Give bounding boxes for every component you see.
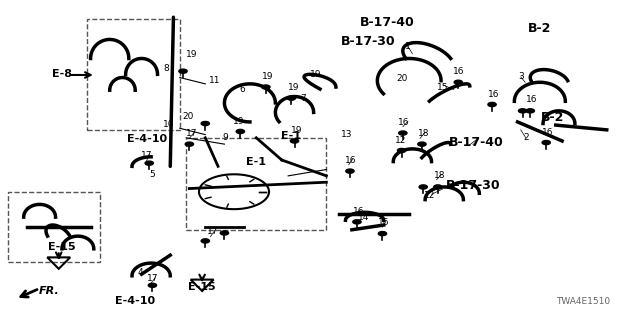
Circle shape [185,142,193,146]
Circle shape [454,80,463,84]
Text: 16: 16 [488,90,499,99]
Text: 16: 16 [398,118,410,127]
Circle shape [419,185,428,189]
Text: E-1: E-1 [246,156,266,167]
Text: 12: 12 [396,136,406,145]
Text: 11: 11 [209,76,221,85]
Text: 18: 18 [434,171,445,180]
Circle shape [346,169,354,173]
Text: 14: 14 [358,212,369,222]
Text: 9: 9 [223,133,228,142]
Text: 17: 17 [147,275,159,284]
Text: 8: 8 [163,64,169,73]
Text: E-1: E-1 [282,131,301,141]
Circle shape [542,140,550,145]
Circle shape [287,96,296,100]
Text: B-2: B-2 [541,111,564,124]
Circle shape [179,69,187,73]
Bar [8,192,100,261]
Text: 19: 19 [310,70,321,79]
Text: E-4-10: E-4-10 [115,296,156,306]
Text: 19: 19 [186,50,197,59]
Circle shape [434,185,442,189]
Text: 19: 19 [262,72,273,81]
Text: B-2: B-2 [528,22,552,35]
Circle shape [220,231,228,235]
Circle shape [236,129,244,133]
Circle shape [148,283,157,287]
Text: 2: 2 [523,133,529,142]
Circle shape [145,161,154,165]
Text: 5: 5 [150,170,156,179]
Text: 20: 20 [182,112,194,121]
Text: 16: 16 [345,156,356,165]
Text: 16: 16 [453,67,465,76]
Text: 17: 17 [207,227,219,236]
Text: 18: 18 [418,130,429,139]
Circle shape [201,122,209,125]
Text: 7: 7 [300,94,306,103]
Text: 16: 16 [526,95,538,104]
Circle shape [488,102,496,107]
Text: 19: 19 [287,83,299,92]
Text: 12: 12 [424,191,435,200]
Text: 16: 16 [541,128,553,137]
Circle shape [526,109,534,113]
Text: TWA4E1510: TWA4E1510 [556,297,610,306]
Circle shape [518,109,527,113]
Text: B-17-40: B-17-40 [360,15,414,28]
Circle shape [201,239,209,243]
Text: 3: 3 [518,72,524,81]
Text: 15: 15 [436,83,448,92]
Text: E-15: E-15 [188,282,216,292]
Circle shape [353,220,361,224]
Circle shape [262,85,270,89]
Text: E-8: E-8 [52,69,72,79]
Text: FR.: FR. [38,286,59,296]
Text: 10: 10 [163,120,175,129]
Text: 16: 16 [353,207,364,216]
Text: 17: 17 [186,130,197,139]
Circle shape [399,131,407,135]
Text: 16: 16 [378,218,390,227]
Text: 6: 6 [239,85,245,94]
Text: E-15: E-15 [48,242,76,252]
Circle shape [418,142,426,146]
Text: B-17-40: B-17-40 [449,136,504,149]
Text: 17: 17 [141,151,152,160]
Bar [88,19,180,130]
Bar [186,138,326,230]
Text: B-17-30: B-17-30 [445,179,500,192]
Text: 19: 19 [234,117,245,126]
Text: 19: 19 [291,126,302,135]
Text: 4: 4 [138,268,143,277]
Circle shape [378,232,387,236]
Text: E-4-10: E-4-10 [127,134,167,144]
Text: 1: 1 [405,42,411,51]
Text: 20: 20 [396,74,407,83]
Text: 13: 13 [341,130,353,139]
Circle shape [397,148,406,153]
Text: B-17-30: B-17-30 [340,35,395,48]
Circle shape [291,139,299,143]
